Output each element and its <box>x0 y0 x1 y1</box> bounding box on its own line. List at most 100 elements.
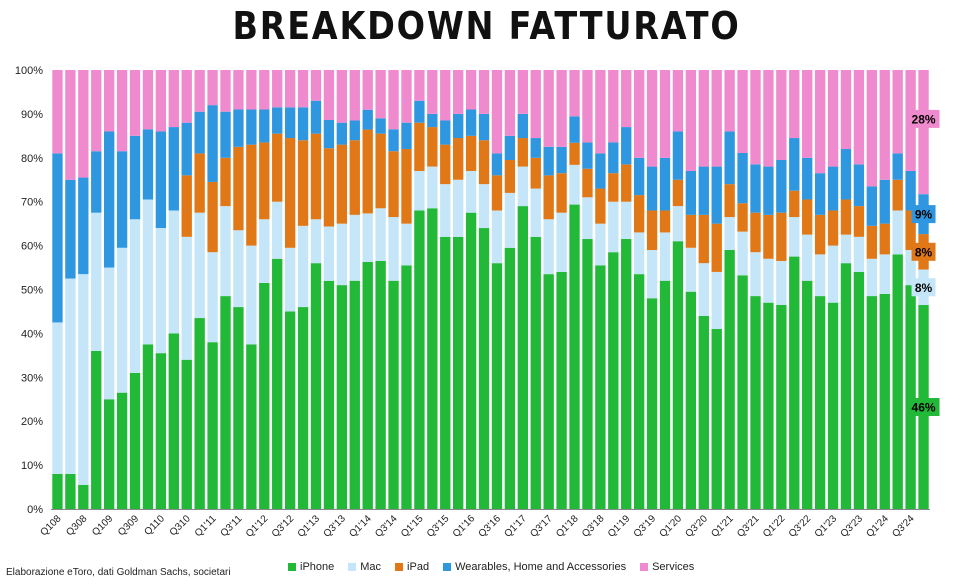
legend-swatch <box>443 563 452 571</box>
bar-ipad <box>814 214 826 255</box>
bar-ipad <box>789 190 800 218</box>
bar-services <box>349 70 360 121</box>
bar-services <box>556 70 567 147</box>
bar-iphone <box>336 285 348 509</box>
y-tick-label: 10% <box>21 460 43 472</box>
bar-mac <box>78 274 89 485</box>
bar-wearables-home-and-accessories <box>142 129 154 200</box>
bar-wearables-home-and-accessories <box>78 177 89 275</box>
bar-iphone <box>129 372 141 509</box>
stacked-bar-chart: 0%10%20%30%40%50%60%70%80%90%100% Q108 Q3… <box>15 65 940 540</box>
bar-ipad <box>595 188 606 224</box>
bar-wearables-home-and-accessories <box>362 109 373 130</box>
bar-services <box>207 70 218 106</box>
bar-services <box>142 70 154 130</box>
bar-ipad <box>750 212 761 253</box>
bar-wearables-home-and-accessories <box>853 164 865 207</box>
bar-mac <box>905 249 916 286</box>
bar-wearables-home-and-accessories <box>672 131 684 180</box>
bar-ipad <box>672 179 684 207</box>
bar-wearables-home-and-accessories <box>129 135 141 220</box>
bar-iphone <box>246 344 257 509</box>
x-tick-label: Q3'11 <box>219 513 245 539</box>
bar-wearables-home-and-accessories <box>724 131 735 185</box>
bar-wearables-home-and-accessories <box>349 120 360 141</box>
bar-wearables-home-and-accessories <box>323 119 335 149</box>
bar-iphone <box>737 275 748 509</box>
bar-iphone <box>543 274 554 509</box>
bar-wearables-home-and-accessories <box>284 107 296 139</box>
bar-services <box>414 70 425 101</box>
bar-ipad <box>530 157 541 189</box>
bar-wearables-home-and-accessories <box>633 157 645 196</box>
source-note: Elaborazione eToro, dati Goldman Sachs, … <box>6 567 231 578</box>
bar-mac <box>181 236 192 360</box>
bar-mac <box>297 225 309 308</box>
bar-wearables-home-and-accessories <box>556 146 567 174</box>
bar-mac <box>711 271 722 330</box>
bar-ipad <box>427 127 438 167</box>
bar-ipad <box>724 184 735 218</box>
y-tick-label: 80% <box>21 153 43 165</box>
bar-iphone <box>504 247 516 510</box>
bar-services <box>259 70 270 110</box>
legend-label: iPhone <box>300 561 335 573</box>
bar-wearables-home-and-accessories <box>504 135 516 160</box>
bar-wearables-home-and-accessories <box>401 122 412 150</box>
bar-mac <box>789 217 800 257</box>
bar-iphone <box>78 484 89 509</box>
bar-ipad <box>478 140 490 185</box>
bar-ipad <box>336 144 348 224</box>
bar-wearables-home-and-accessories <box>220 111 231 158</box>
bar-iphone <box>414 210 425 510</box>
bar-iphone <box>724 249 735 510</box>
bar-wearables-home-and-accessories <box>776 159 787 213</box>
bar-iphone <box>181 359 192 509</box>
bar-mac <box>207 252 218 343</box>
bar-ipad <box>194 153 205 213</box>
bar-iphone <box>116 392 128 509</box>
bar-ipad <box>465 135 477 171</box>
bar-mac <box>414 170 425 211</box>
bar-ipad <box>879 223 890 255</box>
bar-ipad <box>659 210 671 233</box>
bar-ipad <box>388 151 399 218</box>
bar-wearables-home-and-accessories <box>181 122 192 176</box>
bar-services <box>776 70 787 160</box>
bar-iphone <box>259 282 270 509</box>
y-tick-label: 30% <box>21 372 43 384</box>
bar-wearables-home-and-accessories <box>698 166 709 215</box>
bar-services <box>659 70 671 158</box>
end-label-iphone: 46% <box>907 398 940 417</box>
bar-wearables-home-and-accessories <box>272 107 283 134</box>
bar-mac <box>491 210 503 264</box>
bar-ipad <box>646 210 658 250</box>
bar-ipad <box>802 199 813 235</box>
bar-services <box>52 70 63 154</box>
bar-wearables-home-and-accessories <box>659 157 671 211</box>
bar-services <box>789 70 800 139</box>
bar-ipad <box>840 199 852 235</box>
x-tick-label: Q1'17 <box>503 513 530 540</box>
end-label-services: 28% <box>907 109 940 128</box>
bar-iphone <box>763 302 774 509</box>
bar-mac <box>246 245 257 345</box>
bar-mac <box>478 184 490 229</box>
bar-wearables-home-and-accessories <box>827 166 839 211</box>
legend-swatch <box>288 563 296 571</box>
bar-mac <box>595 223 606 266</box>
bar-iphone <box>323 280 335 509</box>
bar-iphone <box>142 344 154 509</box>
bar-services <box>763 70 774 167</box>
y-tick-label: 50% <box>21 285 43 297</box>
bar-wearables-home-and-accessories <box>207 105 218 182</box>
bar-services <box>827 70 839 167</box>
bar-mac <box>621 201 632 240</box>
bar-iphone <box>478 228 490 510</box>
bar-iphone <box>103 399 115 509</box>
bar-iphone <box>646 298 658 509</box>
bar-ipad <box>181 175 192 237</box>
legend-item-wearables-home-and-accessories: Wearables, Home and Accessories <box>443 561 626 573</box>
bar-mac <box>362 213 373 262</box>
bar-ipad <box>582 168 593 198</box>
